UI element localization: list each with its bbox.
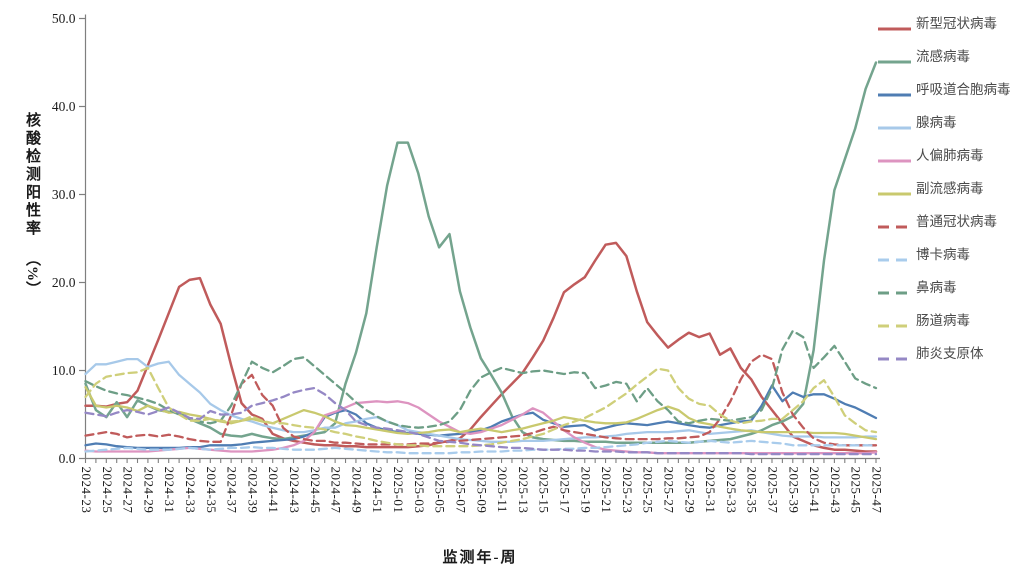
legend-line-swatch	[878, 283, 911, 294]
x-tick-label: 2025-25	[641, 467, 656, 514]
x-tick-label: 2025-13	[516, 467, 531, 514]
x-tick-label: 2024-25	[100, 467, 115, 514]
legend-item: 肺炎支原体	[878, 335, 1024, 368]
y-tick-label: 40.0	[52, 99, 76, 114]
x-tick-label: 2025-33	[724, 467, 739, 514]
legend-label: 新型冠状病毒	[916, 15, 997, 31]
legend-item: 博卡病毒	[878, 236, 1024, 269]
legend-line-swatch	[878, 316, 911, 327]
legend-item: 流感病毒	[878, 38, 1024, 71]
legend-label: 鼻病毒	[916, 279, 957, 295]
x-tick-label: 2025-29	[682, 467, 697, 514]
legend-item: 副流感病毒	[878, 170, 1024, 203]
x-tick-label: 2025-39	[786, 467, 801, 514]
series-line-普通冠状病毒	[84, 353, 878, 447]
series-line-鼻病毒	[84, 329, 878, 429]
x-tick-label: 2024-43	[287, 467, 302, 514]
legend-label: 流感病毒	[916, 48, 970, 64]
x-tick-label: 2024-45	[308, 467, 323, 514]
chart-legend: 新型冠状病毒 流感病毒呼吸道合胞病毒 腺病毒人偏肺病毒副流感病毒普通冠状病毒 博卡病毒…	[878, 5, 1024, 368]
legend-line-swatch	[878, 349, 911, 360]
series-line-呼吸道合胞病毒	[84, 384, 878, 450]
legend-line-swatch	[878, 151, 911, 162]
x-tick-label: 2024-51	[370, 467, 385, 514]
legend-item: 人偏肺病毒	[878, 137, 1024, 170]
y-tick-label: 30.0	[52, 187, 76, 202]
x-tick-label: 2024-37	[225, 467, 240, 514]
x-tick-label: 2025-45	[849, 467, 864, 514]
legend-item: 普通冠状病毒	[878, 203, 1024, 236]
x-tick-label: 2025-15	[537, 467, 552, 514]
x-tick-label: 2025-11	[495, 467, 510, 513]
legend-item: 呼吸道合胞病毒	[878, 71, 1024, 104]
y-tick-label: 20.0	[52, 275, 76, 290]
x-tick-label: 2025-37	[765, 467, 780, 514]
legend-line-swatch	[878, 118, 911, 129]
x-tick-label: 2025-43	[828, 467, 843, 514]
y-axis-title-text: 核酸检测阳性率	[24, 112, 40, 238]
legend-item: 新型冠状病毒	[878, 5, 1024, 38]
x-tick-label: 2025-23	[620, 467, 635, 514]
legend-label: 人偏肺病毒	[916, 147, 984, 163]
legend-item: 腺病毒	[878, 104, 1024, 137]
x-tick-label: 2024-47	[329, 467, 344, 514]
y-tick-label: 50.0	[52, 11, 76, 26]
y-axis-unit: （%）	[24, 250, 40, 296]
x-tick-label: 2025-05	[433, 467, 448, 514]
legend-line-swatch	[878, 217, 911, 228]
legend-label: 腺病毒	[916, 114, 957, 130]
series-line-流感病毒	[84, 61, 878, 444]
x-tick-label: 2024-39	[245, 467, 260, 514]
legend-line-swatch	[878, 184, 911, 195]
legend-label: 肠道病毒	[916, 312, 970, 328]
x-tick-label: 2024-27	[121, 467, 136, 514]
x-tick-label: 2025-01	[391, 467, 406, 514]
x-tick-label: 2025-27	[661, 467, 676, 514]
legend-line-swatch	[878, 19, 911, 30]
x-tick-label: 2024-49	[349, 467, 364, 514]
x-tick-label: 2025-03	[412, 467, 427, 514]
x-tick-label: 2025-19	[578, 467, 593, 514]
legend-label: 副流感病毒	[916, 180, 984, 196]
x-tick-label: 2025-09	[474, 467, 489, 514]
series-line-肺炎支原体	[84, 386, 878, 456]
y-tick-label: 10.0	[52, 363, 76, 378]
x-tick-label: 2024-33	[183, 467, 198, 514]
x-tick-label: 2024-29	[141, 467, 156, 514]
x-tick-label: 2025-47	[870, 467, 885, 514]
x-tick-label: 2024-35	[204, 467, 219, 514]
series-line-博卡病毒	[84, 439, 878, 455]
legend-label: 博卡病毒	[916, 246, 970, 262]
x-tick-label: 2025-41	[807, 467, 822, 514]
x-tick-label: 2025-07	[453, 467, 468, 514]
x-tick-label: 2025-31	[703, 467, 718, 514]
y-axis-title: 核酸检测阳性率 （%）	[24, 112, 40, 296]
series-line-新型冠状病毒	[84, 241, 878, 453]
x-axis-title: 监测年-周	[442, 550, 518, 566]
x-tick-label: 2024-31	[162, 467, 177, 514]
legend-label: 呼吸道合胞病毒	[916, 81, 1011, 97]
x-tick-label: 2025-35	[745, 467, 760, 514]
legend-line-swatch	[878, 250, 911, 261]
x-tick-label: 2024-23	[79, 467, 94, 514]
series-line-人偏肺病毒	[84, 400, 878, 455]
legend-line-swatch	[878, 52, 911, 63]
legend-label: 普通冠状病毒	[916, 213, 997, 229]
x-tick-label: 2025-17	[557, 467, 572, 514]
x-tick-label: 2024-41	[266, 467, 281, 514]
legend-item: 肠道病毒	[878, 302, 1024, 335]
series-line-肠道病毒	[84, 366, 878, 448]
legend-item: 鼻病毒	[878, 269, 1024, 302]
legend-label: 肺炎支原体	[916, 345, 984, 361]
x-tick-label: 2025-21	[599, 467, 614, 514]
y-tick-label: 0.0	[59, 451, 76, 466]
legend-line-swatch	[878, 85, 911, 96]
